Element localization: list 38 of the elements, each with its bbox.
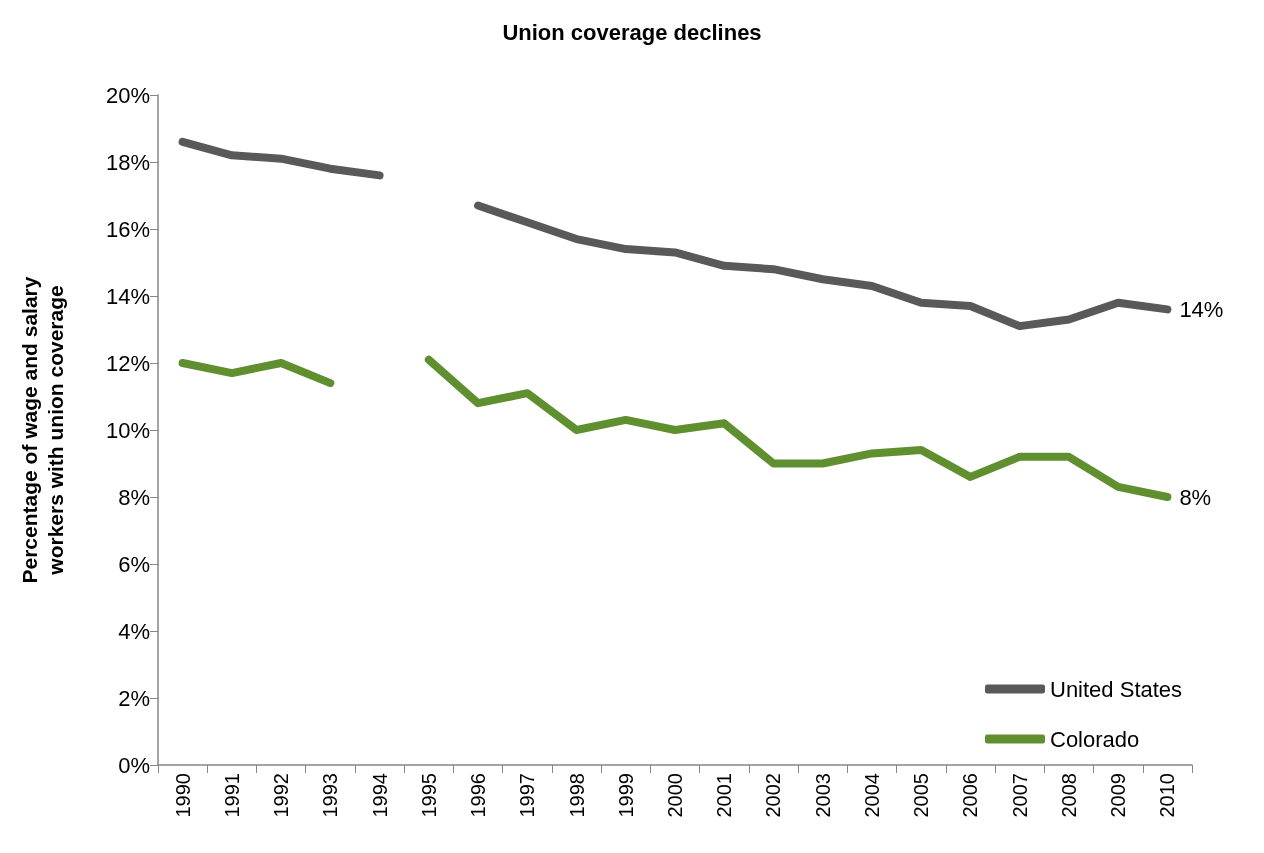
x-tick-label: 2000 bbox=[664, 773, 686, 818]
y-tick-label: 12% bbox=[105, 350, 150, 376]
y-tick-label: 8% bbox=[118, 484, 150, 510]
data-label: 8% bbox=[1179, 484, 1212, 510]
x-tick-label: 2008 bbox=[1057, 773, 1080, 818]
x-tick-label: 1997 bbox=[516, 773, 539, 818]
x-tick-label: 1990 bbox=[171, 773, 194, 818]
x-tick-label: 2003 bbox=[811, 773, 834, 818]
y-axis-title: Percentage of wage and salary workers with union coverage bbox=[17, 276, 67, 584]
data-label: 14% bbox=[1179, 296, 1224, 322]
x-tick-label: 1993 bbox=[319, 773, 342, 818]
y-tick-label: 20% bbox=[105, 82, 150, 108]
x-tick-label: 2007 bbox=[1008, 773, 1031, 818]
y-tick-label: 16% bbox=[105, 216, 150, 242]
x-tick-label: 1991 bbox=[220, 773, 243, 818]
x-tick-label: 1992 bbox=[270, 773, 293, 818]
x-tick-label: 1995 bbox=[417, 773, 440, 818]
x-tick-label: 2005 bbox=[910, 773, 933, 818]
y-tick-label: 0% bbox=[118, 752, 150, 778]
y-tick-label: 4% bbox=[118, 618, 150, 644]
y-tick-label: 18% bbox=[105, 149, 150, 175]
y-tick-label: 6% bbox=[118, 551, 150, 577]
y-tick-label: 2% bbox=[118, 685, 150, 711]
y-tick-label: 14% bbox=[105, 283, 150, 309]
x-tick-label: 1996 bbox=[467, 773, 490, 818]
legend-label: Colorado bbox=[1050, 726, 1140, 752]
chart-title: Union coverage declines bbox=[502, 19, 762, 45]
x-tick-label: 2010 bbox=[1156, 773, 1179, 818]
x-tick-label: 2002 bbox=[762, 773, 785, 818]
x-tick-label: 1998 bbox=[565, 773, 588, 818]
y-tick-label: 10% bbox=[105, 417, 150, 443]
x-tick-label: 2009 bbox=[1107, 773, 1130, 818]
legend-label: United States bbox=[1050, 676, 1183, 702]
x-tick-label: 2006 bbox=[959, 773, 982, 818]
x-tick-label: 1999 bbox=[614, 773, 637, 818]
x-tick-label: 2001 bbox=[713, 773, 736, 818]
x-tick-label: 2004 bbox=[860, 773, 883, 818]
x-tick-label: 1994 bbox=[368, 773, 391, 818]
